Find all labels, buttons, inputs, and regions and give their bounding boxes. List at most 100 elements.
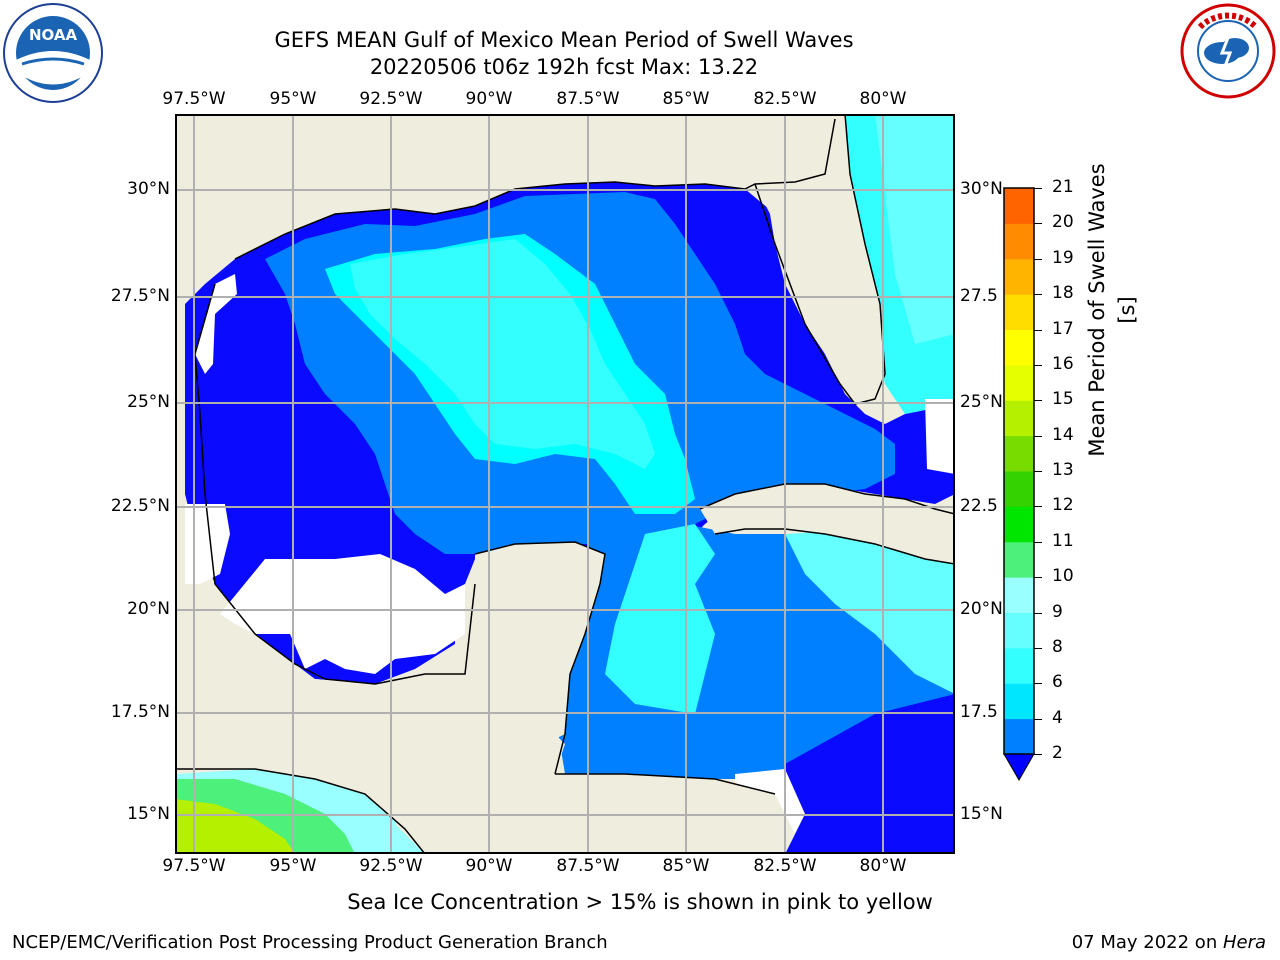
land-cuba xyxy=(700,484,955,564)
lat-label-left: 25°N xyxy=(127,392,170,412)
colorbar-segment xyxy=(1004,329,1034,366)
lon-label-bottom: 80°W xyxy=(859,856,907,876)
colorbar-tick-label: 14 xyxy=(1052,424,1074,445)
colorbar-tick-mark xyxy=(1034,223,1042,225)
lat-label-right: 25°N xyxy=(960,392,1003,412)
lon-label-top: 82.5°W xyxy=(753,89,817,109)
no-data-area-bahamas xyxy=(925,399,955,474)
colorbar-tick-label: 16 xyxy=(1052,353,1074,374)
lat-label-left: 17.5°N xyxy=(110,702,170,722)
lon-label-top: 95°W xyxy=(269,89,317,109)
colorbar-segment xyxy=(1004,435,1034,472)
colorbar-tick-label: 8 xyxy=(1052,636,1063,657)
colorbar-tick-label: 18 xyxy=(1052,283,1074,304)
colorbar-tick-mark xyxy=(1034,364,1042,366)
colorbar-tick-mark xyxy=(1034,612,1042,614)
colorbar-tick-label: 6 xyxy=(1052,672,1063,693)
colorbar-tick-mark xyxy=(1034,294,1042,296)
lat-label-left: 22.5°N xyxy=(110,496,170,516)
map-frame xyxy=(175,114,955,854)
lon-label-bottom: 87.5°W xyxy=(556,856,620,876)
lat-label-right: 30°N xyxy=(960,179,1003,199)
colorbar-tick-label: 20 xyxy=(1052,212,1074,233)
colorbar-segment xyxy=(1004,400,1034,437)
footer-left: NCEP/EMC/Verification Post Processing Pr… xyxy=(12,932,608,953)
pacific-water-yellow xyxy=(175,799,295,854)
map-panel xyxy=(175,114,955,854)
colorbar-tick-mark xyxy=(1034,329,1042,331)
colorbar-tick-label: 2 xyxy=(1052,743,1063,763)
chart-subtitle: 20220506 t06z 192h fcst Max: 13.22 xyxy=(369,55,759,79)
colorbar-tick-mark xyxy=(1034,754,1042,755)
nws-logo xyxy=(1180,3,1276,99)
footer-date: 07 May 2022 on xyxy=(1071,932,1223,953)
colorbar-tick-mark xyxy=(1034,647,1042,649)
colorbar-tick-mark xyxy=(1034,435,1042,437)
colorbar-tick-mark xyxy=(1034,577,1042,579)
colorbar-tick-label: 21 xyxy=(1052,177,1074,197)
colorbar-tick-mark xyxy=(1034,258,1042,260)
sea-ice-note: Sea Ice Concentration > 15% is shown in … xyxy=(347,890,933,914)
no-data-area-west xyxy=(220,554,465,674)
colorbar-tick-label: 9 xyxy=(1052,601,1063,622)
lon-label-top: 97.5°W xyxy=(162,89,226,109)
colorbar-segment xyxy=(1004,364,1034,401)
colorbar-segment xyxy=(1004,718,1034,755)
lat-label-right: 15°N xyxy=(960,804,1003,824)
colorbar-tick-mark xyxy=(1034,541,1042,543)
lon-label-bottom: 85°W xyxy=(662,856,710,876)
lat-label-left: 27.5°N xyxy=(110,286,170,306)
colorbar-segment xyxy=(1004,577,1034,613)
colorbar-tick-label: 17 xyxy=(1052,318,1074,339)
colorbar-tick-label: 11 xyxy=(1052,530,1074,551)
colorbar-segment xyxy=(1004,223,1034,260)
chart-title: GEFS MEAN Gulf of Mexico Mean Period of … xyxy=(274,28,854,52)
colorbar-label: Mean Period of Swell Waves [s] xyxy=(1085,163,1139,457)
colorbar-tick-mark xyxy=(1034,400,1042,402)
colorbar-tick-mark xyxy=(1034,506,1042,508)
footer-machine: Hera xyxy=(1222,932,1266,953)
map-gridlines xyxy=(175,114,955,854)
no-data-area-nw xyxy=(185,504,230,584)
lon-label-bottom: 82.5°W xyxy=(753,856,817,876)
colorbar-tick-label: 19 xyxy=(1052,247,1074,268)
lon-label-top: 87.5°W xyxy=(556,89,620,109)
colorbar-segment xyxy=(1004,471,1034,507)
atlantic-water-high xyxy=(875,114,955,344)
colorbar-tick-mark xyxy=(1034,188,1042,189)
colorbar xyxy=(1003,187,1035,782)
colorbar-tick-label: 15 xyxy=(1052,389,1074,410)
lat-label-left: 20°N xyxy=(127,599,170,619)
colorbar-segment xyxy=(1004,541,1034,578)
colorbar-tick-mark xyxy=(1034,718,1042,720)
lat-label-right: 20°N xyxy=(960,599,1003,619)
lat-label-right: 27.5 xyxy=(960,286,998,306)
colorbar-segment xyxy=(1004,647,1034,684)
footer-right: 07 May 2022 on Hera xyxy=(1072,932,1266,953)
colorbar-tick-label: 10 xyxy=(1052,566,1074,587)
lat-label-left: 30°N xyxy=(127,179,170,199)
colorbar-segment xyxy=(1004,258,1034,295)
lat-label-left: 15°N xyxy=(127,804,170,824)
lon-label-bottom: 97.5°W xyxy=(162,856,226,876)
colorbar-segment xyxy=(1004,188,1034,224)
colorbar-segment xyxy=(1004,612,1034,649)
lat-label-right: 17.5 xyxy=(960,702,998,722)
lon-label-top: 90°W xyxy=(465,89,513,109)
noaa-logo: NOAA xyxy=(3,3,103,103)
colorbar-extend-triangle xyxy=(1003,753,1035,782)
lon-label-bottom: 95°W xyxy=(269,856,317,876)
colorbar-tick-label: 4 xyxy=(1052,707,1063,728)
caribbean-water-high xyxy=(605,524,715,714)
colorbar-tick-label: 12 xyxy=(1052,495,1074,516)
colorbar-tick-label: 13 xyxy=(1052,460,1074,480)
colorbar-segment xyxy=(1004,506,1034,543)
colorbar-tick-mark xyxy=(1034,471,1042,472)
lon-label-bottom: 90°W xyxy=(465,856,513,876)
lon-label-top: 92.5°W xyxy=(359,89,423,109)
lat-label-right: 22.5 xyxy=(960,496,998,516)
lon-label-top: 85°W xyxy=(662,89,710,109)
colorbar-segment xyxy=(1004,683,1034,720)
land-yucatan xyxy=(475,542,605,744)
colorbar-tick-mark xyxy=(1034,683,1042,685)
